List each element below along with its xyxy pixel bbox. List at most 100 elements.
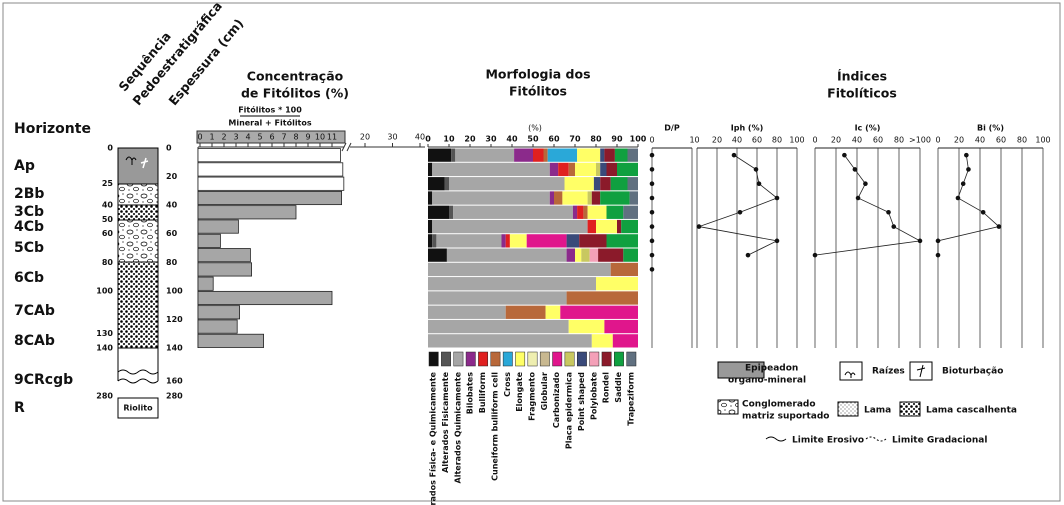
bar-segment <box>600 148 605 162</box>
x-tick-label: 60 <box>548 135 560 144</box>
legend-label: Lama cascalhenta <box>926 406 1017 416</box>
legend-label: Bioturbação <box>942 367 1003 377</box>
depth-label: 280 <box>166 392 183 401</box>
legend-label: Cross <box>503 372 512 397</box>
bar-segment <box>564 177 594 191</box>
x-tick-label: 90 <box>611 135 623 144</box>
x-tick-label: 20 <box>831 136 841 145</box>
bar-segment <box>428 148 452 162</box>
bar-segment <box>509 234 527 248</box>
bar-segment <box>449 205 454 219</box>
bar-segment <box>505 234 510 248</box>
horizon-label: Ap <box>14 158 35 174</box>
bar-segment <box>577 148 601 162</box>
legend-label: Alterados Fisicamente <box>441 371 450 472</box>
x-tick-label: 5 <box>257 133 262 142</box>
legend-label: Placa epidermica <box>565 372 574 449</box>
legend-swatch <box>839 361 863 381</box>
x-axis-label: (%) <box>528 124 542 133</box>
bar-segment <box>514 148 533 162</box>
legend-swatch <box>465 351 476 367</box>
depth-label: 20 <box>166 172 178 181</box>
point <box>964 152 969 158</box>
chart-title: Iph (%) <box>731 124 764 133</box>
x-tick-label: 60 <box>873 136 883 145</box>
depth-label: 80 <box>166 258 178 267</box>
erosive-limit <box>117 369 159 375</box>
bar-segment <box>449 177 565 191</box>
legend-swatch <box>765 436 787 442</box>
bar-segment <box>554 191 563 205</box>
legend-swatch <box>552 351 563 367</box>
x-tick-label: 0 <box>425 135 431 144</box>
bar-segment <box>428 191 433 205</box>
point <box>855 195 861 201</box>
point <box>955 195 961 201</box>
legend-swatch <box>490 351 501 367</box>
bar-segment <box>583 205 588 219</box>
point <box>935 238 941 244</box>
bar-segment <box>612 334 638 348</box>
horizon-label: 6Cb <box>14 270 44 286</box>
legend-label: Raízes <box>872 367 905 377</box>
bar-segment <box>596 277 638 291</box>
bar-segment <box>547 148 578 162</box>
depth-label: 0 <box>107 144 113 153</box>
bar-segment <box>526 234 567 248</box>
x-tick-label: 7 <box>281 133 286 142</box>
bar <box>197 219 239 234</box>
point <box>917 238 923 244</box>
bar-segment <box>617 219 622 234</box>
legend-label: Fragmento <box>528 372 537 421</box>
chart-title: Ic (%) <box>855 124 881 133</box>
content: Horizonte Sequência Pedoestratigráfica E… <box>14 0 1051 505</box>
chart-title: de Fitólitos (%) <box>241 86 349 101</box>
bar <box>197 276 214 291</box>
bar-segment <box>505 305 546 319</box>
x-tick-label: 9 <box>305 133 310 142</box>
point <box>649 195 655 201</box>
bedrock-label: Riolito <box>123 404 153 413</box>
legend-swatch <box>539 351 550 367</box>
bar-segment <box>566 234 580 248</box>
legend-label: Elongate <box>515 371 524 411</box>
point <box>966 167 971 172</box>
point <box>731 152 737 158</box>
bar-segment <box>432 162 550 177</box>
bar-segment <box>562 191 588 205</box>
legend-label: Rondel <box>602 372 611 404</box>
bar-segment <box>428 219 433 234</box>
legend-swatch <box>717 361 765 379</box>
legend-label: matriz suportado <box>742 412 829 422</box>
point <box>891 224 897 229</box>
point <box>960 181 966 187</box>
x-tick-label: 60 <box>752 136 762 145</box>
x-tick-label: 40 <box>732 136 742 145</box>
legend-swatch <box>502 351 513 367</box>
x-tick-label: 6 <box>269 133 274 142</box>
x-tick-label: 0 <box>694 136 699 145</box>
depth-label: 100 <box>96 286 113 295</box>
point <box>863 181 868 187</box>
x-tick-label: 3 <box>233 133 238 142</box>
legend-swatch <box>837 401 859 417</box>
axis-break <box>341 142 352 152</box>
bar-segment <box>610 262 638 277</box>
roots-icon <box>844 371 856 378</box>
x-tick-label: 20 <box>712 136 722 145</box>
bar-segment <box>428 162 433 177</box>
depth-label: 0 <box>166 144 172 153</box>
bar-segment <box>558 162 569 177</box>
point <box>886 209 891 215</box>
epipedon-layer <box>117 147 159 185</box>
x-tick-label: 40 <box>415 133 425 142</box>
roots-icon <box>125 156 137 165</box>
bar-segment <box>593 177 601 191</box>
point <box>696 224 702 229</box>
point <box>649 152 655 158</box>
legend-swatch <box>601 351 612 367</box>
point <box>756 181 762 187</box>
x-tick-label: 80 <box>894 136 904 145</box>
bar-segment <box>627 148 638 162</box>
